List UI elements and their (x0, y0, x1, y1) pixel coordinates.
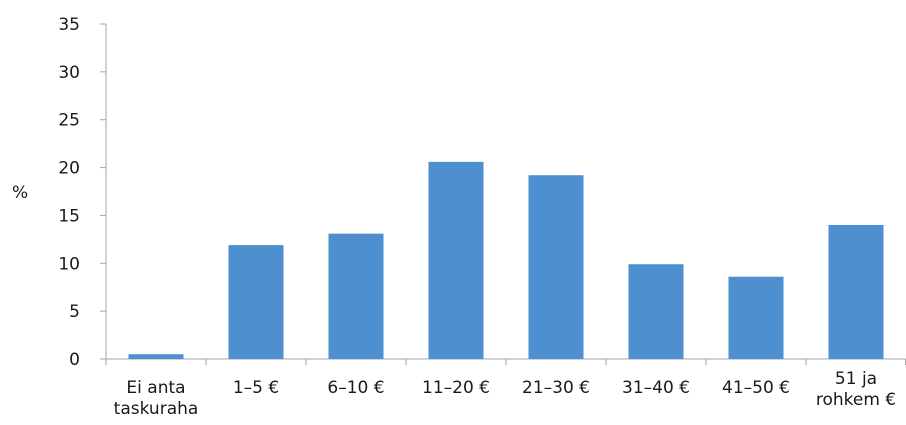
bars (128, 161, 884, 359)
y-tick-label: 0 (69, 350, 80, 370)
x-tick-label: 51 ja rohkem € (816, 369, 896, 410)
bar (228, 245, 284, 359)
y-tick-label: 15 (58, 206, 80, 226)
y-axis-title: % (12, 183, 28, 203)
y-tick-label: 25 (58, 111, 80, 131)
bar (328, 233, 384, 359)
x-tick-label: 21–30 € (522, 378, 590, 398)
y-tick-label: 35 (58, 15, 80, 35)
y-tick-label: 10 (58, 254, 80, 274)
x-tick-label: 6–10 € (327, 378, 384, 398)
bar (528, 175, 584, 359)
y-axis: 0 5 10 15 20 25 30 35 (58, 15, 107, 370)
bar (628, 264, 684, 359)
bar (428, 161, 484, 359)
x-axis: Ei anta taskuraha 1–5 € 6–10 € 11–20 € 21–30 … (105, 358, 906, 419)
bar (828, 225, 884, 359)
y-tick-label: 20 (58, 159, 80, 179)
x-tick-label: 41–50 € (722, 378, 790, 398)
x-tick-label: 11–20 € (422, 378, 490, 398)
x-tick-label: Ei anta taskuraha (114, 378, 199, 419)
y-tick-label: 5 (69, 302, 80, 322)
bar (728, 276, 784, 359)
y-tick-label: 30 (58, 63, 80, 83)
x-tick-label: 31–40 € (622, 378, 690, 398)
bar (128, 354, 184, 359)
x-tick-label: 1–5 € (233, 378, 279, 398)
